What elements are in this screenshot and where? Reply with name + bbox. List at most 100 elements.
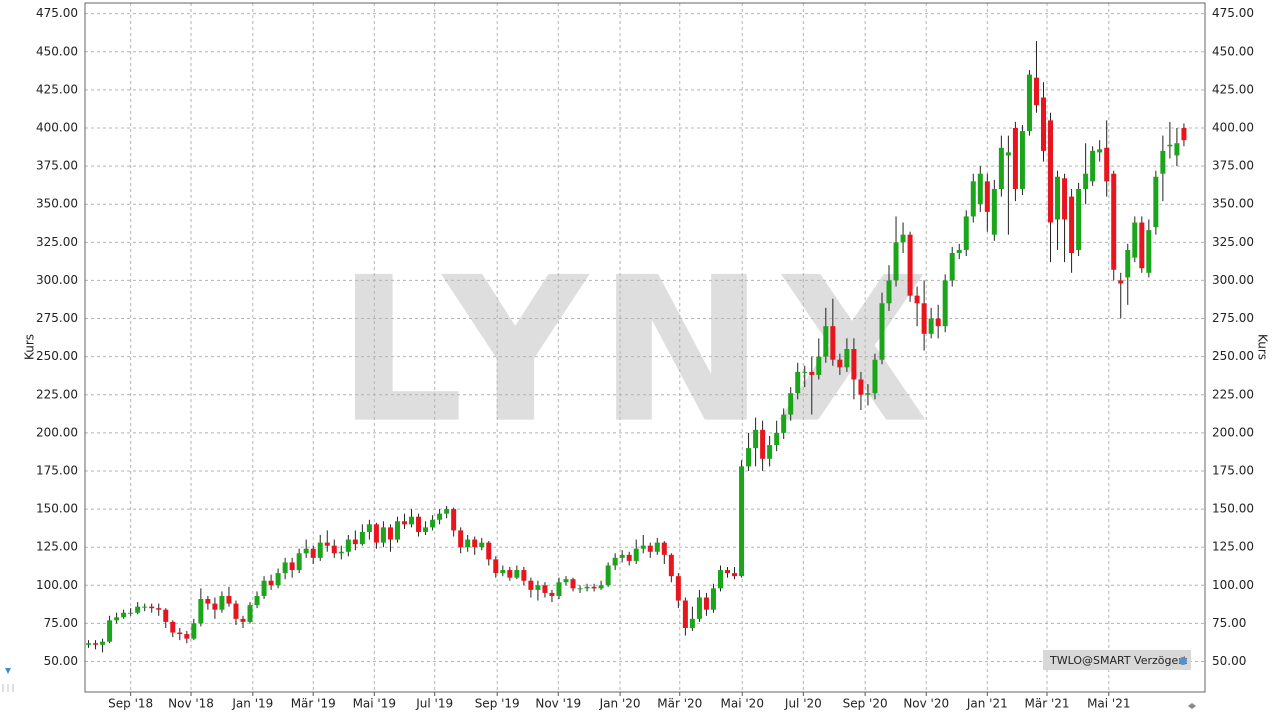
candle-body: [816, 356, 822, 375]
candle-body: [1048, 120, 1054, 223]
candle-body: [380, 527, 386, 543]
candle-body: [1118, 280, 1124, 284]
candle-body: [479, 542, 485, 548]
y2-tick-label: 200.00: [1212, 425, 1254, 439]
candle-body: [921, 303, 927, 334]
candle-body: [963, 216, 969, 250]
candle-body: [1132, 222, 1138, 258]
candle-body: [802, 371, 808, 373]
candle-body: [661, 542, 667, 555]
candle-body: [760, 429, 766, 459]
candle-body: [289, 562, 295, 571]
candle-body: [416, 516, 422, 532]
x-tick-label: Nov '18: [168, 697, 214, 711]
candle-body: [1033, 77, 1039, 106]
candle-body: [1055, 176, 1061, 220]
candle-body: [647, 545, 653, 552]
candle-body: [282, 562, 288, 574]
candle-body: [366, 524, 372, 532]
candle-body: [1181, 127, 1187, 141]
y2-tick-label: 325.00: [1212, 235, 1254, 249]
y-tick-label: 325.00: [36, 235, 78, 249]
candle-body: [268, 580, 274, 586]
x-tick-label: Sep '19: [475, 697, 520, 711]
y-tick-label: 100.00: [36, 578, 78, 592]
x-tick-label: Nov '19: [535, 697, 581, 711]
y2-tick-label: 225.00: [1212, 387, 1254, 401]
candle-body: [437, 513, 443, 520]
candle-body: [949, 252, 955, 281]
candle-body: [1139, 222, 1145, 269]
axis-arrow: [1188, 703, 1196, 709]
candle-body: [1005, 152, 1011, 156]
candle-body: [795, 371, 801, 394]
x-tick-label: Mär '21: [1024, 697, 1069, 711]
y-tick-label: 450.00: [36, 44, 78, 58]
candle-body: [668, 554, 674, 577]
candle-body: [331, 545, 337, 554]
y-tick-label: 200.00: [36, 425, 78, 439]
y-tick-label: 125.00: [36, 540, 78, 554]
y2-tick-label: 425.00: [1212, 82, 1254, 96]
candle-body: [100, 641, 106, 645]
candle-body: [809, 371, 815, 375]
candle-body: [1083, 173, 1089, 189]
candle-body: [226, 595, 232, 604]
candle-body: [310, 548, 316, 558]
candle-body: [240, 618, 246, 622]
candle-body: [956, 249, 962, 253]
candle-body: [626, 554, 632, 561]
candle-body: [689, 618, 695, 628]
candle-body: [303, 548, 309, 554]
y2-tick-label: 300.00: [1212, 273, 1254, 287]
candle-body: [465, 539, 471, 548]
candle-body: [865, 393, 871, 395]
candle-body: [423, 527, 429, 532]
candle-body: [1104, 147, 1110, 182]
candle-body: [984, 181, 990, 212]
candle-body: [605, 565, 611, 586]
candle-body: [514, 570, 520, 578]
candle-body: [528, 580, 534, 590]
candle-body: [1146, 230, 1152, 273]
y-tick-label: 425.00: [36, 82, 78, 96]
candle-body: [254, 595, 260, 606]
candle-body: [261, 580, 267, 596]
candle-body: [401, 521, 407, 525]
candle-body: [430, 519, 436, 528]
candle-body: [493, 559, 499, 574]
candle-body: [781, 414, 787, 433]
candle-body: [247, 605, 253, 622]
y2-tick-label: 75.00: [1212, 616, 1246, 630]
candle-body: [900, 234, 906, 243]
candle-body: [373, 524, 379, 543]
candle-body: [1062, 178, 1068, 220]
candle-body: [359, 531, 365, 545]
y-tick-label: 400.00: [36, 120, 78, 134]
y2-tick-label: 475.00: [1212, 6, 1254, 20]
candle-body: [184, 634, 190, 639]
x-tick-label: Mai '20: [721, 697, 764, 711]
y-tick-label: 350.00: [36, 197, 78, 211]
candle-body: [1026, 74, 1032, 132]
candle-body: [177, 632, 183, 635]
x-tick-label: Jan '19: [231, 697, 273, 711]
candle-body: [767, 445, 773, 459]
candle-body: [1174, 143, 1180, 156]
candle-body: [703, 597, 709, 610]
y-tick-label: 225.00: [36, 387, 78, 401]
candle-body: [640, 545, 646, 549]
candle-body: [844, 349, 850, 368]
y-tick-label: 300.00: [36, 273, 78, 287]
candle-body: [886, 280, 892, 304]
candle-body: [535, 585, 541, 590]
candle-body: [598, 585, 604, 589]
candle-body: [486, 542, 492, 560]
candle-body: [345, 539, 351, 552]
y-tick-label: 50.00: [44, 654, 78, 668]
y-tick-label: 275.00: [36, 311, 78, 325]
y2-tick-label: 450.00: [1212, 44, 1254, 58]
candle-body: [788, 393, 794, 415]
